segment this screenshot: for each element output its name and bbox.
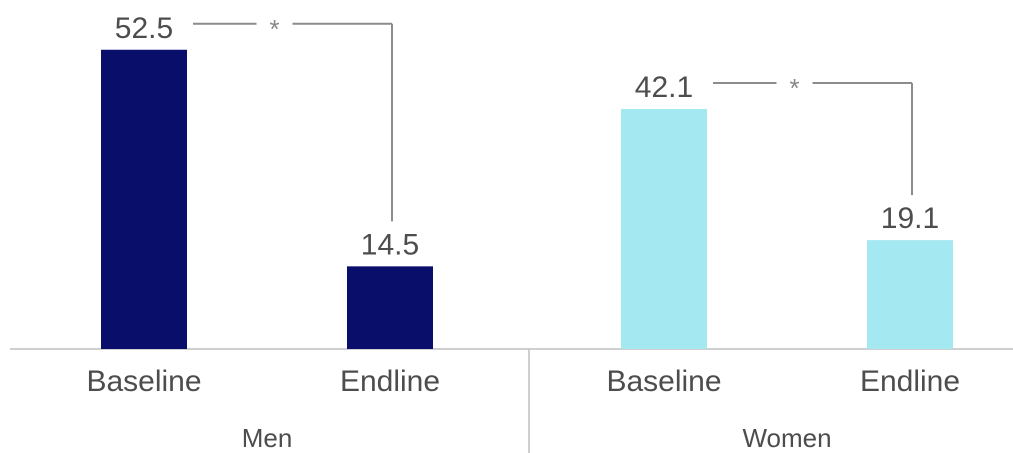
group-label: Men bbox=[242, 423, 293, 453]
data-label: 19.1 bbox=[881, 202, 939, 235]
bar-women-endline bbox=[867, 240, 953, 349]
data-label: 42.1 bbox=[635, 71, 693, 104]
category-label: Baseline bbox=[86, 365, 201, 398]
group-label: Women bbox=[742, 423, 831, 453]
data-label: 52.5 bbox=[115, 12, 173, 45]
category-label: Endline bbox=[860, 365, 960, 398]
bar-women-baseline bbox=[621, 109, 707, 349]
bar-men-baseline bbox=[101, 49, 187, 349]
category-label: Baseline bbox=[606, 365, 721, 398]
significance-marker: * bbox=[269, 14, 279, 44]
data-label: 14.5 bbox=[361, 228, 419, 261]
bar-men-endline bbox=[347, 266, 433, 349]
significance-marker: * bbox=[789, 73, 799, 103]
category-label: Endline bbox=[340, 365, 440, 398]
